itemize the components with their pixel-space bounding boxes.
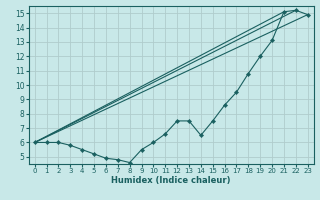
X-axis label: Humidex (Indice chaleur): Humidex (Indice chaleur) [111,176,231,185]
